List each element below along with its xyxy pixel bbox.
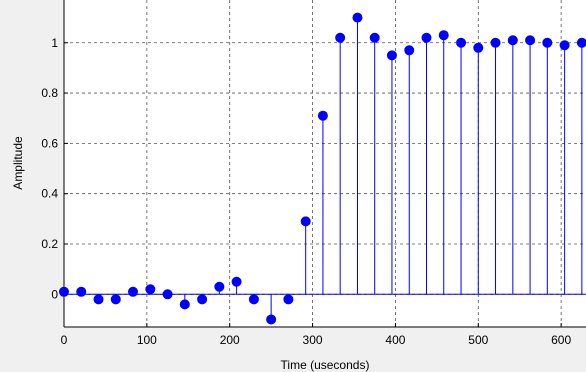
x-ticks: 0 100 200 300 400 500 600	[61, 323, 571, 347]
y-tick-label: 0	[51, 287, 58, 301]
stem-marker	[214, 281, 225, 292]
x-tick-label: 200	[220, 333, 240, 347]
stem-marker	[110, 294, 121, 305]
stem-marker	[197, 294, 208, 305]
x-tick-label: 0	[61, 333, 68, 347]
stem-marker	[369, 32, 380, 43]
x-tick-label: 300	[303, 333, 323, 347]
stem-marker	[576, 37, 586, 48]
x-tick-label: 500	[468, 333, 488, 347]
axes	[63, 0, 586, 328]
stem-marker	[179, 299, 190, 310]
x-axis-label: Time (useconds)	[281, 358, 370, 372]
stem-marker	[162, 289, 173, 300]
stem-marker	[283, 294, 294, 305]
stem-marker	[317, 110, 328, 121]
markers	[59, 12, 586, 325]
plot-area	[64, 0, 586, 327]
y-axis-label: Amplitude	[11, 136, 25, 190]
stem-marker	[248, 294, 259, 305]
y-tick-label: 1	[51, 36, 58, 50]
x-tick-label: 600	[551, 333, 571, 347]
stem-marker	[76, 286, 87, 297]
stem-marker	[473, 42, 484, 53]
stem-marker	[93, 294, 104, 305]
stem-marker	[507, 35, 518, 46]
y-tick-label: 0.2	[41, 237, 58, 251]
y-ticks: 0 0.2 0.4 0.6 0.8 1	[41, 36, 68, 301]
stem-marker	[525, 35, 536, 46]
x-tick-label: 400	[385, 333, 405, 347]
y-tick-label: 0.4	[41, 187, 58, 201]
stem-marker	[490, 37, 501, 48]
stem-marker	[231, 276, 242, 287]
stem-marker	[145, 284, 156, 295]
stem-marker	[404, 45, 415, 56]
stem-marker	[386, 50, 397, 61]
stem-marker	[128, 286, 139, 297]
y-tick-label: 0.6	[41, 136, 58, 150]
stem-marker	[559, 40, 570, 51]
stem-marker	[421, 32, 432, 43]
stem-marker	[300, 216, 311, 227]
stem-marker	[59, 286, 69, 297]
stem-marker	[456, 37, 467, 48]
stems	[63, 17, 586, 320]
stem-marker	[542, 37, 553, 48]
stem-marker	[335, 32, 346, 43]
y-tick-label: 0.8	[41, 86, 58, 100]
x-tick-label: 100	[137, 333, 157, 347]
stem-marker	[266, 314, 277, 325]
stem-marker	[438, 30, 449, 41]
stem-marker	[352, 12, 363, 23]
